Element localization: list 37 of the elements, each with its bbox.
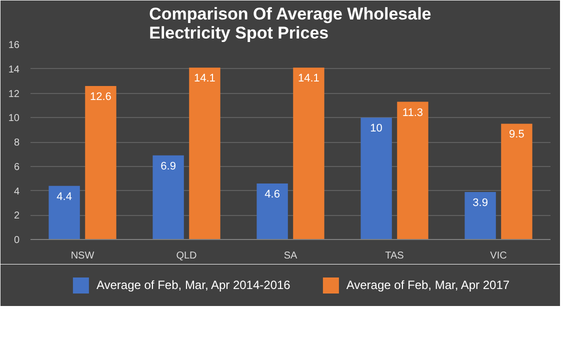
data-label: 14.1 [194, 72, 216, 85]
data-label: 14.1 [298, 72, 320, 85]
y-tick-label: 6 [14, 162, 20, 173]
bar [501, 124, 532, 240]
bar [464, 192, 496, 240]
bar [360, 118, 392, 240]
bar [256, 183, 288, 240]
y-tick-label: 4 [14, 186, 20, 198]
x-tick-label: SA [284, 250, 298, 262]
y-tick-label: 0 [14, 235, 20, 246]
bar [293, 68, 324, 240]
data-label: 6.9 [160, 160, 176, 172]
y-tick-label: 14 [8, 64, 20, 76]
y-tick-label: 12 [8, 88, 20, 100]
chart-title: Comparison Of Average Wholesale Electricity Spot Prices [149, 4, 432, 42]
bar [48, 186, 80, 240]
x-tick-label: VIC [490, 250, 507, 262]
data-label: 12.6 [90, 90, 112, 103]
y-tick-label: 16 [8, 40, 20, 51]
legend-label: Average of Feb, Mar, Apr 2014-2016 [96, 278, 290, 292]
bar [152, 155, 184, 240]
data-label: 11.3 [402, 106, 423, 119]
x-tick-label: TAS [385, 250, 404, 262]
y-tick-label: 10 [8, 113, 20, 124]
legend-label: Average of Feb, Mar, Apr 2017 [346, 278, 510, 292]
x-tick-label: NSW [70, 250, 95, 262]
data-label: 9.5 [509, 128, 524, 141]
y-tick-label: 8 [14, 138, 20, 148]
y-tick-label: 2 [14, 210, 20, 222]
x-tick-label: QLD [176, 250, 197, 262]
bar [397, 102, 428, 240]
data-label: 10 [370, 122, 382, 135]
data-label: 4.4 [56, 190, 72, 203]
bar [189, 68, 220, 240]
data-label: 3.9 [472, 196, 488, 209]
bar [85, 86, 116, 240]
data-label: 4.6 [264, 188, 280, 200]
